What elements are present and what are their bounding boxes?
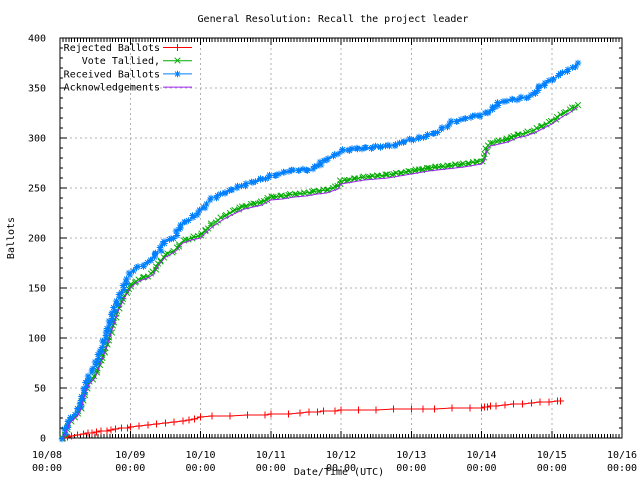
legend-sample-marker — [174, 57, 181, 64]
y-tick-labels: 0 50 100 150 200 250 300 350 400 — [28, 34, 46, 445]
svg-text:00:00: 00:00 — [396, 463, 426, 474]
x-tick-label: 10/13 00:00 — [396, 450, 426, 474]
y-tick-label: 50 — [34, 384, 46, 395]
x-tick-label: 10/11 00:00 — [256, 450, 286, 474]
svg-text:00:00: 00:00 — [537, 463, 567, 474]
svg-text:10/16: 10/16 — [607, 450, 637, 461]
svg-text:00:00: 00:00 — [326, 463, 356, 474]
svg-text:10/12: 10/12 — [326, 450, 356, 461]
svg-text:10/10: 10/10 — [185, 450, 215, 461]
y-tick-label: 0 — [40, 434, 46, 445]
y-tick-label: 300 — [28, 134, 46, 145]
legend-label: Vote Tallied, — [82, 56, 160, 67]
y-axis-label: Ballots — [6, 217, 17, 259]
y-tick-label: 200 — [28, 234, 46, 245]
series-received-ballots — [58, 59, 582, 443]
svg-text:10/15: 10/15 — [537, 450, 567, 461]
x-tick-label: 10/15 00:00 — [537, 450, 567, 474]
axis-ticks — [59, 37, 623, 439]
svg-text:00:00: 00:00 — [256, 463, 286, 474]
legend-item-rejected-ballots: Rejected Ballots — [64, 43, 192, 54]
legend-item-acknowledgements: Acknowledgements — [64, 83, 192, 94]
svg-text:00:00: 00:00 — [32, 463, 62, 474]
legend-item-received-ballots: Received Ballots — [64, 69, 192, 80]
legend-label: Acknowledgements — [64, 83, 160, 94]
chart-title: General Resolution: Recall the project l… — [198, 14, 469, 25]
x-tick-labels: 10/08 00:00 10/09 00:00 10/10 00:00 10/11 00:00… — [32, 450, 637, 474]
x-tick-label: 10/14 00:00 — [466, 450, 496, 474]
svg-text:10/14: 10/14 — [466, 450, 496, 461]
svg-text:00:00: 00:00 — [185, 463, 215, 474]
y-tick-label: 100 — [28, 334, 46, 345]
series-vote-tallied — [59, 101, 582, 442]
x-tick-label: 10/09 00:00 — [115, 450, 145, 474]
svg-text:10/08: 10/08 — [32, 450, 62, 461]
x-axis-label: Date/Time (UTC) — [294, 467, 384, 478]
legend: Rejected Ballots Vote Tallied, Received Ba… — [64, 43, 192, 94]
y-tick-label: 350 — [28, 84, 46, 95]
svg-text:10/11: 10/11 — [256, 450, 286, 461]
x-tick-label: 10/10 00:00 — [185, 450, 215, 474]
legend-label: Received Ballots — [64, 69, 160, 80]
y-tick-label: 250 — [28, 184, 46, 195]
svg-text:10/09: 10/09 — [115, 450, 145, 461]
svg-text:00:00: 00:00 — [115, 463, 145, 474]
legend-item-vote-tallied: Vote Tallied, — [82, 56, 192, 67]
legend-sample-marker — [174, 44, 181, 51]
series-rejected-ballots — [61, 397, 564, 442]
legend-sample-marker — [174, 70, 181, 78]
svg-text:00:00: 00:00 — [466, 463, 496, 474]
svg-text:00:00: 00:00 — [607, 463, 637, 474]
x-tick-label: 10/16 00:00 — [607, 450, 637, 474]
x-tick-label: 10/08 00:00 — [32, 450, 62, 474]
y-tick-label: 400 — [28, 34, 46, 45]
series-acknowledgements — [62, 106, 579, 439]
legend-label: Rejected Ballots — [64, 43, 160, 54]
x-tick-label: 10/12 00:00 — [326, 450, 356, 474]
grid-lines — [60, 38, 622, 438]
plot-area: 0 50 100 150 200 250 300 350 400 10/08 00:00 10/09 0… — [28, 34, 637, 475]
y-tick-label: 150 — [28, 284, 46, 295]
svg-text:10/13: 10/13 — [396, 450, 426, 461]
